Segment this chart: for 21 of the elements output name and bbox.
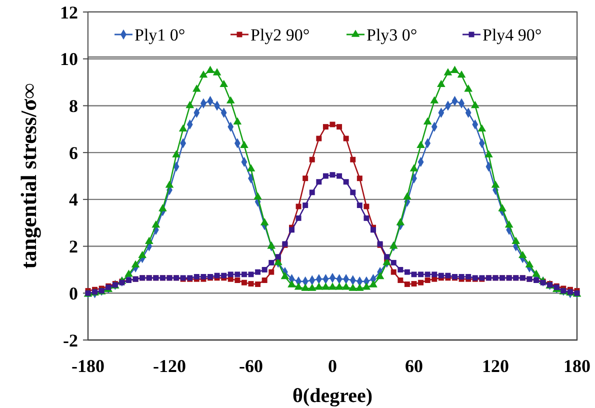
- y-tick-label: 4: [69, 190, 78, 210]
- y-tick-label: 10: [60, 49, 78, 70]
- y-tick-label: 6: [69, 142, 78, 163]
- y-axis-title: tangential stress/σ∞: [16, 82, 41, 269]
- x-tick-label: 180: [564, 356, 590, 376]
- legend-label: Ply3 0°: [366, 26, 418, 44]
- x-tick-label: 120: [482, 356, 509, 376]
- x-tick-label: 60: [405, 356, 423, 376]
- legend-label: Ply4 90°: [482, 26, 542, 44]
- x-tick-label: -60: [239, 356, 263, 376]
- y-tick-label: 12: [60, 2, 78, 22]
- legend-label: Ply2 90°: [250, 26, 310, 44]
- y-tick-label: -2: [63, 330, 78, 350]
- legend-label: Ply1 0°: [134, 26, 186, 44]
- x-axis-title: θ(degree): [292, 385, 373, 407]
- y-tick-label: 2: [69, 236, 78, 257]
- x-tick-label: 0: [328, 356, 337, 376]
- y-tick-label: 8: [69, 96, 78, 116]
- x-tick-label: -120: [153, 356, 186, 376]
- x-tick-label: -180: [72, 356, 104, 376]
- y-tick-label: 0: [69, 283, 78, 304]
